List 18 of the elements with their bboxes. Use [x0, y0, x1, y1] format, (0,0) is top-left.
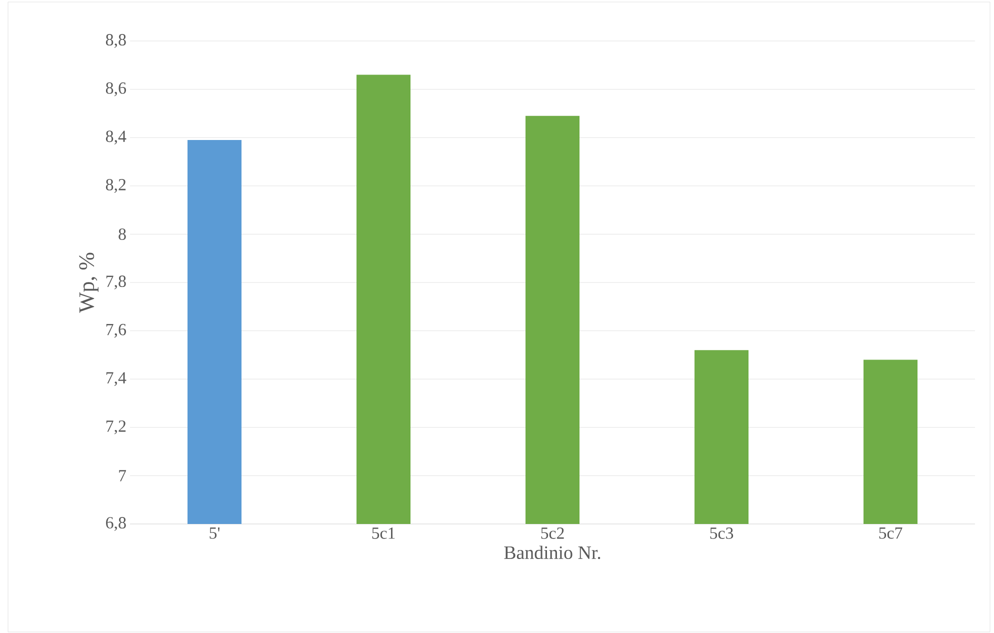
y-tick-label: 6,8: [106, 517, 126, 531]
x-tick-label: 5c1: [372, 528, 395, 539]
y-tick-label: 8,2: [106, 178, 126, 193]
x-tick-label: 5c3: [710, 528, 734, 539]
x-axis-title: Bandinio Nr.: [504, 546, 600, 560]
y-axis-title: Wp, %: [79, 252, 98, 313]
x-tick-label: 5c7: [879, 528, 902, 539]
y-tick-label: 8,8: [106, 34, 126, 48]
y-tick-label: 7,6: [106, 324, 126, 338]
y-tick-label: 8: [118, 228, 126, 240]
x-tick-label: 5c2: [541, 528, 564, 539]
y-tick-label: 7,4: [106, 372, 126, 386]
y-tick-label: 7: [119, 470, 126, 482]
y-tick-label: 8,6: [106, 82, 126, 96]
y-tick-label: 7,8: [106, 276, 126, 290]
y-tick-label: 7,2: [106, 420, 126, 434]
y-tick-label: 8,4: [106, 130, 126, 145]
x-tick-label: 5': [210, 528, 220, 539]
